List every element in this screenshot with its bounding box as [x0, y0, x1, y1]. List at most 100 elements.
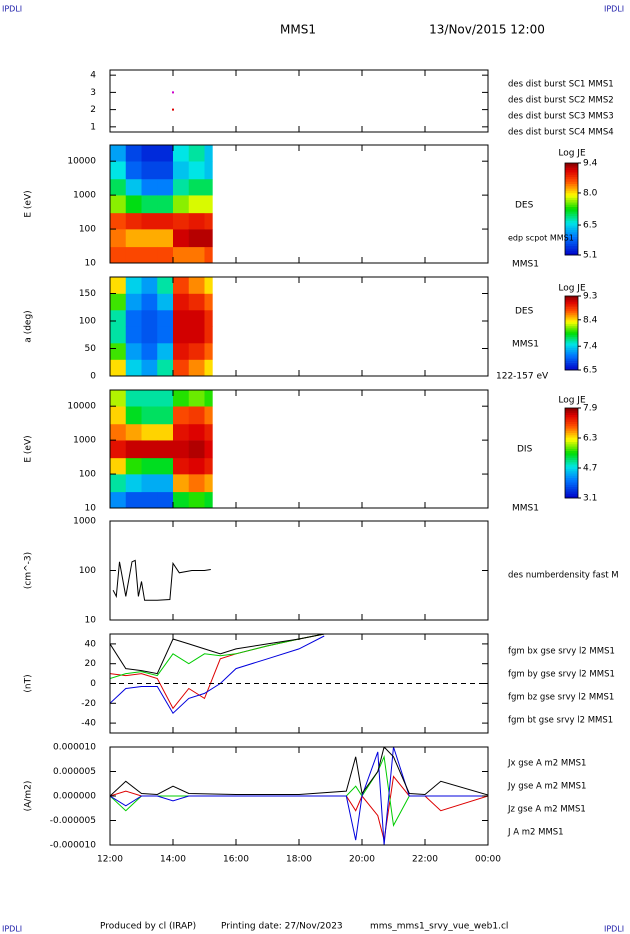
- heatmap-cell: [141, 457, 158, 475]
- heatmap-cell: [204, 440, 213, 459]
- panel-label: MMS1: [512, 340, 539, 350]
- heatmap-cell: [110, 440, 127, 459]
- heatmap-cell: [110, 457, 127, 475]
- heatmap-cell: [141, 359, 158, 376]
- x-tick-label: 20:00: [349, 855, 375, 865]
- y-tick-label: 1000: [73, 436, 96, 446]
- colorbar-step: [565, 252, 578, 256]
- heatmap-cell: [173, 277, 190, 294]
- heatmap-cell: [125, 145, 142, 162]
- colorbar-step: [565, 241, 578, 244]
- heatmap-cell: [157, 423, 174, 441]
- colorbar-step: [565, 362, 578, 365]
- colorbar-step: [565, 314, 578, 317]
- colorbar-step: [565, 211, 578, 214]
- heatmap-cell: [157, 474, 174, 493]
- colorbar-step: [565, 245, 578, 249]
- heatmap-cell: [125, 440, 142, 459]
- colorbar-step: [565, 248, 578, 251]
- heatmap-cell: [204, 359, 213, 376]
- spacecraft-title: MMS1: [280, 23, 316, 37]
- heatmap-cell: [141, 246, 158, 263]
- colorbar-step: [565, 222, 578, 226]
- colorbar-step: [565, 329, 578, 332]
- colorbar-step: [565, 462, 578, 465]
- heatmap-cell: [204, 326, 213, 344]
- heatmap-cell: [141, 277, 158, 294]
- heatmap-cell: [173, 406, 190, 425]
- colorbar-step: [565, 227, 578, 230]
- date-title: 13/Nov/2015 12:00: [429, 23, 545, 37]
- footer-producer: Produced by cl (IRAP): [100, 922, 196, 932]
- heatmap-cell: [204, 491, 213, 508]
- heatmap-cell: [173, 326, 190, 344]
- heatmap-cell: [173, 310, 190, 327]
- x-tick-label: 00:00: [475, 855, 501, 865]
- y-tick-label: -40: [81, 719, 96, 729]
- y-tick-label: 0: [90, 372, 96, 382]
- colorbar-step: [565, 342, 578, 345]
- colorbar-step: [565, 366, 578, 369]
- colorbar-step: [565, 477, 578, 481]
- colorbar-step: [565, 181, 578, 184]
- heatmap-cell: [188, 474, 205, 493]
- heatmap-cell: [188, 229, 205, 248]
- heatmap-cell: [125, 359, 142, 376]
- colorbar-step: [565, 450, 578, 454]
- colorbar-step: [565, 421, 578, 425]
- colorbar-tick-label: 6.5: [583, 221, 597, 231]
- x-tick-label: 22:00: [412, 855, 438, 865]
- colorbar-step: [565, 439, 578, 443]
- colorbar-step: [565, 333, 578, 336]
- heatmap-cell: [157, 212, 174, 230]
- colorbar-step: [565, 303, 578, 306]
- colorbar-step: [565, 430, 578, 434]
- y-tick-label: 0.000005: [53, 767, 96, 777]
- y-tick-label: 10: [85, 504, 97, 514]
- colorbar-step: [565, 318, 578, 321]
- corner-label: IPDLI: [2, 925, 22, 934]
- heatmap-cell: [204, 423, 213, 441]
- y-tick-label: 3: [90, 88, 96, 98]
- legend-entry: des dist burst SC2 MMS2: [508, 96, 614, 106]
- colorbar-step: [565, 446, 578, 449]
- colorbar-step: [565, 347, 578, 350]
- data-line: [110, 754, 488, 827]
- colorbar-step: [565, 179, 578, 182]
- colorbar-frame: [564, 407, 579, 499]
- heatmap-cell: [204, 178, 213, 196]
- heatmap-cell: [125, 178, 142, 196]
- panel-frame: [109, 520, 489, 621]
- heatmap-cell: [125, 161, 142, 180]
- colorbar-step: [565, 325, 578, 328]
- legend-entry: Jx gse A m2 MMS1: [507, 759, 586, 769]
- heatmap-cell: [110, 195, 127, 214]
- heatmap-cell: [110, 161, 127, 180]
- heatmap-cell: [188, 491, 205, 508]
- colorbar-step: [565, 169, 578, 173]
- y-tick-label: 100: [79, 566, 96, 576]
- colorbar-step: [565, 197, 578, 201]
- heatmap-cell: [188, 406, 205, 425]
- legend-entry: Jy gse A m2 MMS1: [507, 782, 586, 792]
- heatmap-cell: [125, 246, 142, 263]
- colorbar-step: [565, 336, 578, 339]
- colorbar-step: [565, 364, 578, 367]
- colorbar-step: [565, 188, 578, 191]
- corner-label: IPDLI: [2, 5, 22, 14]
- heatmap-cell: [204, 406, 213, 425]
- heatmap-cell: [173, 145, 190, 162]
- footer-printing: Printing date: 27/Nov/2023: [221, 922, 343, 932]
- heatmap-cell: [157, 277, 174, 294]
- heatmap-cell: [110, 390, 127, 407]
- colorbar-step: [565, 453, 578, 456]
- colorbar-step: [565, 471, 578, 474]
- y-tick-label: 1000: [73, 517, 96, 527]
- heatmap-cell: [157, 491, 174, 508]
- colorbar-step: [565, 195, 578, 198]
- colorbar-step: [565, 435, 578, 438]
- x-tick-label: 12:00: [97, 855, 123, 865]
- colorbar-step: [565, 412, 578, 416]
- colorbar-step: [565, 428, 578, 431]
- heatmap-cell: [125, 293, 142, 311]
